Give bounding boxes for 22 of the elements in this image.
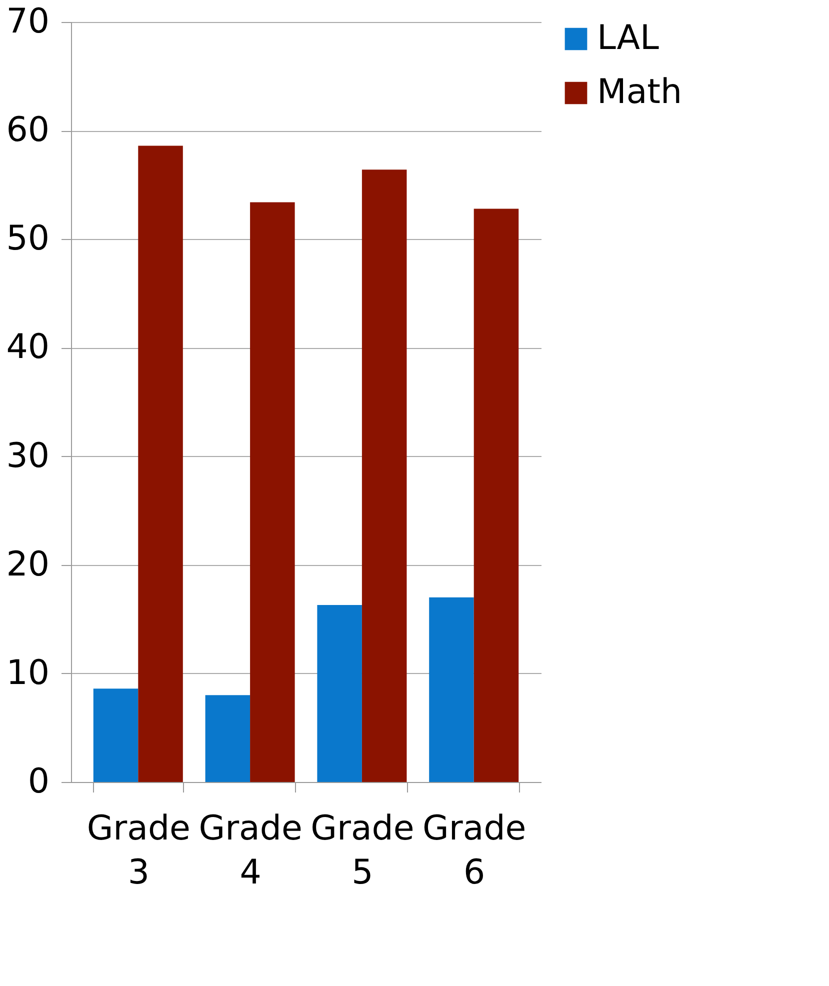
y-tick-label: 40 bbox=[6, 327, 50, 368]
x-tick-label: Grade 3 bbox=[86, 808, 190, 892]
x-tick-label: Grade 4 bbox=[198, 808, 302, 892]
legend-label: Math bbox=[597, 72, 682, 112]
y-tick-label: 70 bbox=[6, 2, 50, 42]
y-tick-label: 60 bbox=[6, 110, 50, 150]
y-tick-label: 50 bbox=[6, 218, 50, 259]
y-tick-label: 30 bbox=[6, 436, 50, 476]
bar bbox=[474, 208, 519, 782]
bar bbox=[250, 202, 295, 782]
bar bbox=[138, 146, 183, 782]
bar bbox=[362, 170, 407, 782]
x-tick-label: Grade 6 bbox=[422, 808, 526, 892]
y-tick-label: 0 bbox=[28, 762, 50, 802]
y-tick-label: 20 bbox=[6, 544, 50, 584]
x-tick-label: Grade 5 bbox=[310, 808, 414, 892]
legend-label: LAL bbox=[597, 18, 659, 58]
bar bbox=[205, 695, 250, 782]
bar bbox=[317, 605, 362, 782]
bar bbox=[93, 688, 138, 782]
bar bbox=[429, 597, 474, 782]
y-tick-label: 10 bbox=[6, 652, 50, 693]
